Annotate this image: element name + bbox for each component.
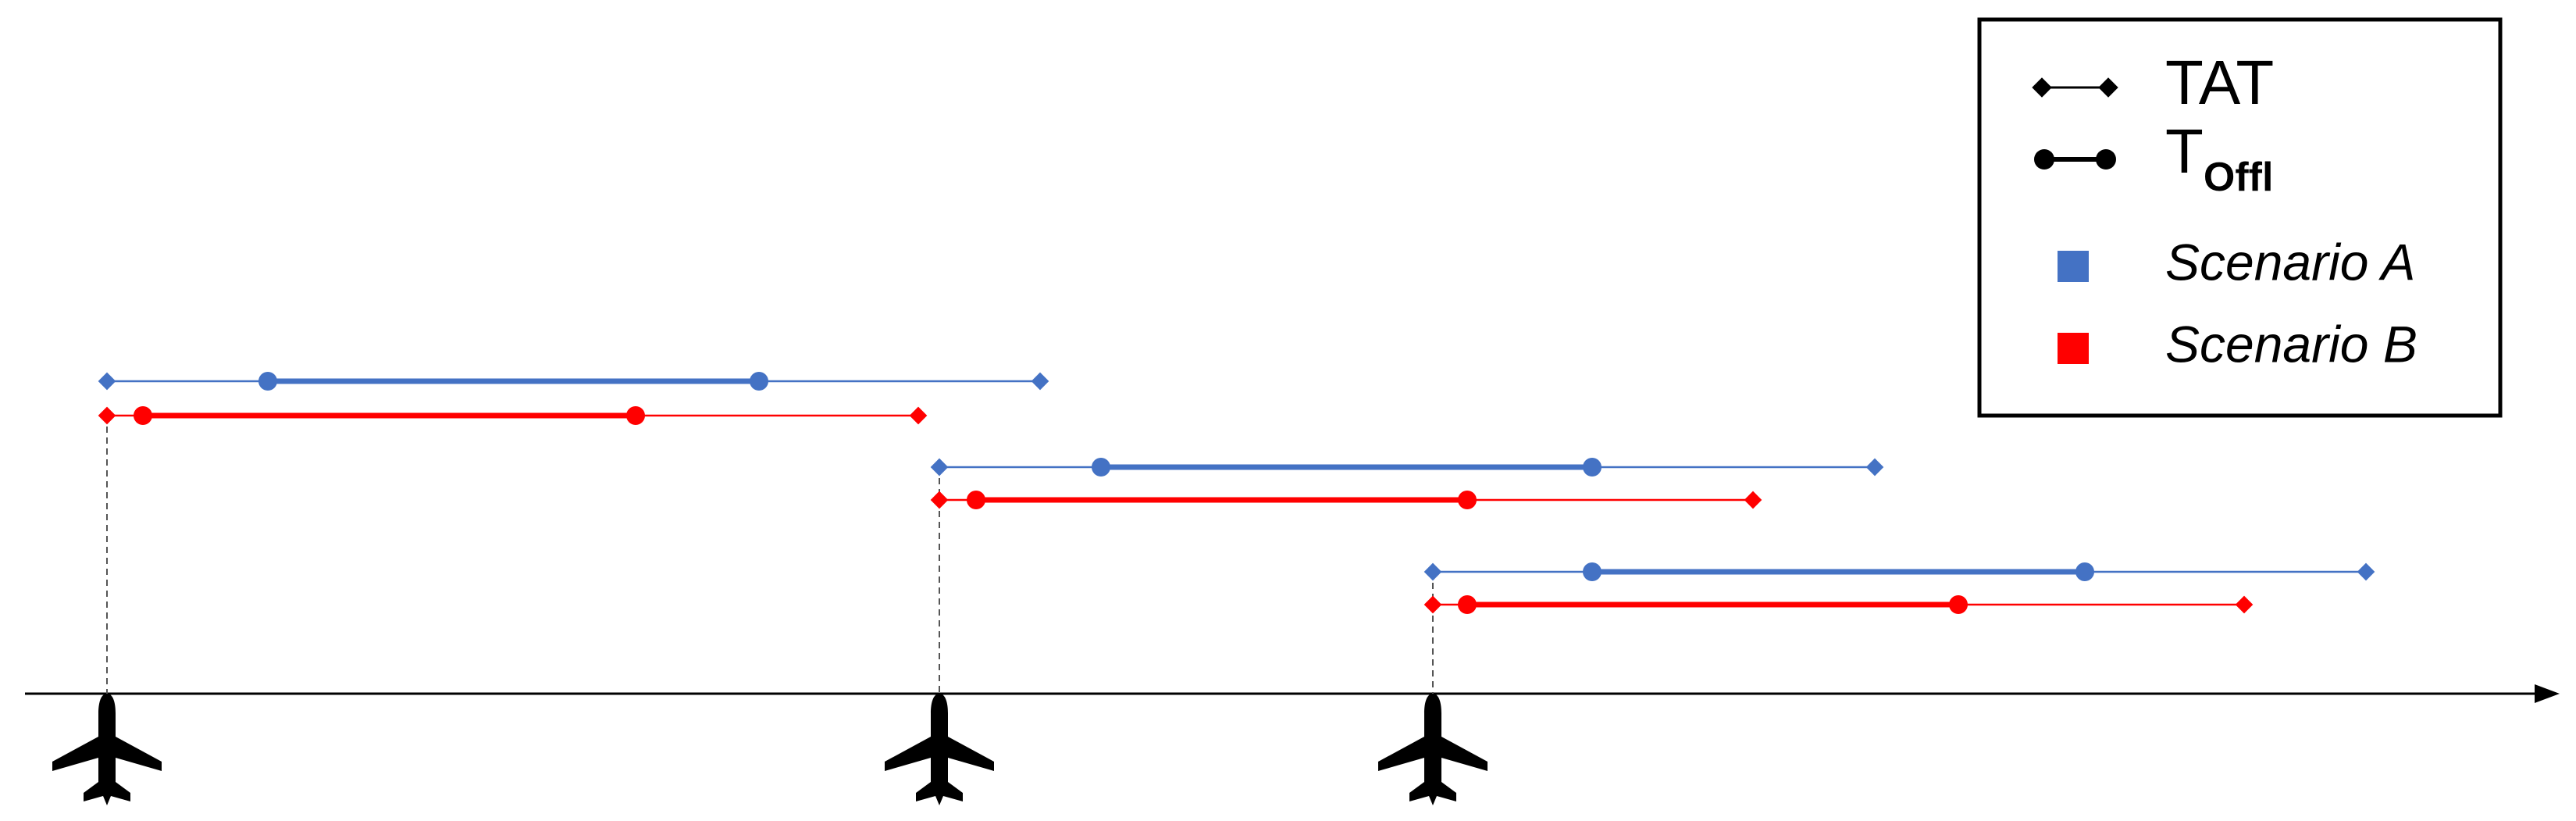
toffl-symbol — [2096, 149, 2116, 170]
offl-endpoint — [134, 406, 152, 425]
tat-endpoint — [909, 406, 928, 425]
tat-endpoint — [2357, 562, 2375, 581]
offl-endpoint — [750, 372, 768, 391]
aircraft-icon — [1378, 694, 1488, 805]
legend-label: T — [2165, 116, 2204, 186]
legend-subscript: Offl — [2204, 155, 2274, 200]
toffl-symbol — [2034, 149, 2054, 170]
offl-endpoint — [1458, 491, 1477, 509]
tat-endpoint — [1865, 458, 1884, 477]
tat-endpoint — [1423, 595, 1442, 614]
intervals — [52, 372, 2375, 805]
offl-endpoint — [1458, 595, 1477, 614]
scenario-a-swatch — [2058, 251, 2089, 282]
tat-endpoint — [1031, 372, 1049, 391]
legend-label: Scenario B — [2165, 315, 2417, 373]
offl-endpoint — [1583, 458, 1602, 477]
aircraft-icon — [52, 694, 162, 805]
tat-endpoint — [1744, 491, 1762, 509]
offl-endpoint — [967, 491, 985, 509]
tat-endpoint — [1423, 562, 1442, 581]
offl-endpoint — [2075, 562, 2094, 581]
legend-label: TAT — [2165, 48, 2274, 117]
offl-endpoint — [1583, 562, 1602, 581]
legend-label: Scenario A — [2165, 233, 2415, 291]
offl-endpoint — [1949, 595, 1968, 614]
legend-label: TOffl — [2165, 116, 2273, 200]
aircraft-icon — [885, 694, 994, 805]
tat-endpoint — [930, 458, 949, 477]
scenario-b-swatch — [2058, 333, 2089, 364]
offl-endpoint — [1092, 458, 1110, 477]
offl-endpoint — [258, 372, 277, 391]
tat-endpoint — [98, 372, 116, 391]
tat-endpoint — [930, 491, 949, 509]
legend: TAT TOffl Scenario A Scenario B — [1977, 17, 2503, 418]
axis-arrow — [2535, 684, 2560, 703]
offl-endpoint — [626, 406, 645, 425]
tat-endpoint — [2235, 595, 2254, 614]
tat-endpoint — [98, 406, 116, 425]
